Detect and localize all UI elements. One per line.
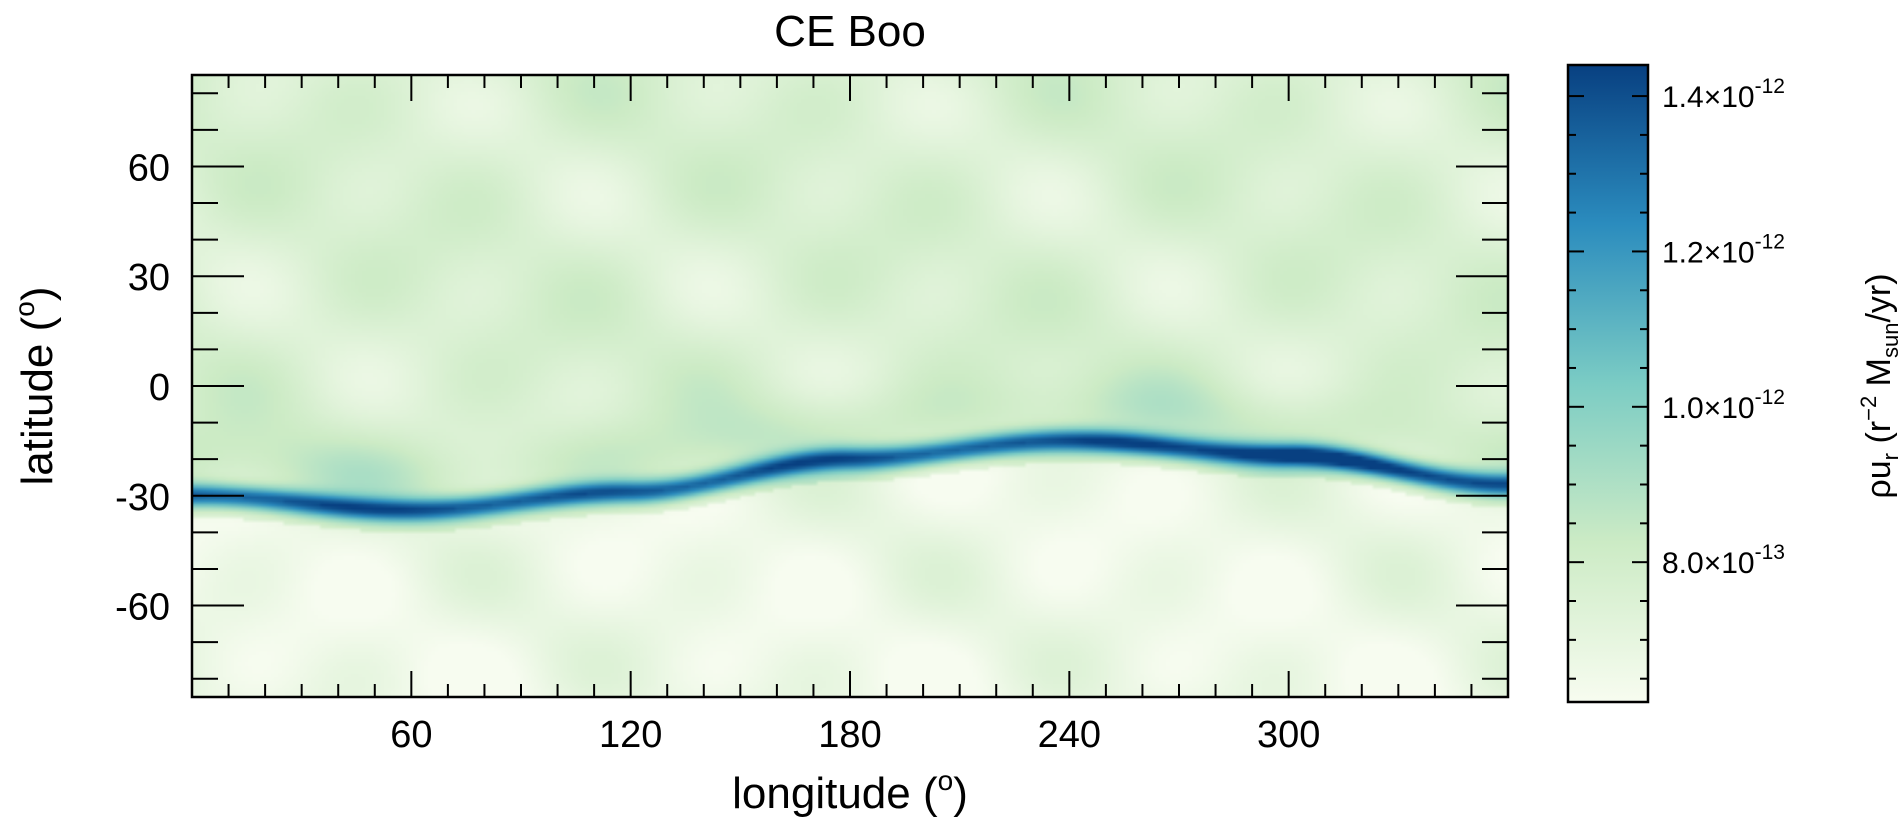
heatmap-image [192, 75, 1508, 697]
chart-title: CE Boo [774, 7, 926, 56]
colorbar-tick-labels: 8.0×10-13 1.0×10-12 1.2×10-12 1.4×10-12 [1662, 75, 1785, 580]
x-ticks [227, 75, 1473, 697]
x-tick-label: 300 [1257, 714, 1320, 756]
x-tick-label: 240 [1038, 714, 1101, 756]
colorbar-title: ρur (r−2 Msun/yr) [1856, 273, 1903, 498]
x-tick-label: 120 [599, 714, 662, 756]
y-tick-label: -60 [115, 587, 170, 629]
x-tick-labels: 60 120 180 240 300 [390, 714, 1320, 756]
colorbar [1566, 63, 1650, 704]
y-tick-label: -30 [115, 477, 170, 519]
x-axis-title: longitude (o) [732, 765, 968, 818]
x-tick-label: 180 [818, 714, 881, 756]
y-axis-title: latitude (o) [9, 287, 62, 486]
y-tick-label: 60 [128, 147, 170, 189]
colorbar-tick-label: 1.2×10-12 [1662, 230, 1785, 269]
colorbar-ticks [1568, 95, 1648, 680]
plot-area [192, 75, 1508, 697]
colorbar-tick-label: 1.4×10-12 [1662, 75, 1785, 114]
y-ticks [192, 92, 1508, 680]
y-tick-label: 30 [128, 257, 170, 299]
y-tick-label: 0 [149, 367, 170, 409]
colorbar-tick-label: 8.0×10-13 [1662, 541, 1785, 580]
colorbar-tick-label: 1.0×10-12 [1662, 386, 1785, 425]
x-tick-label: 60 [390, 714, 432, 756]
y-tick-labels: 60 30 0 -30 -60 [115, 147, 170, 628]
